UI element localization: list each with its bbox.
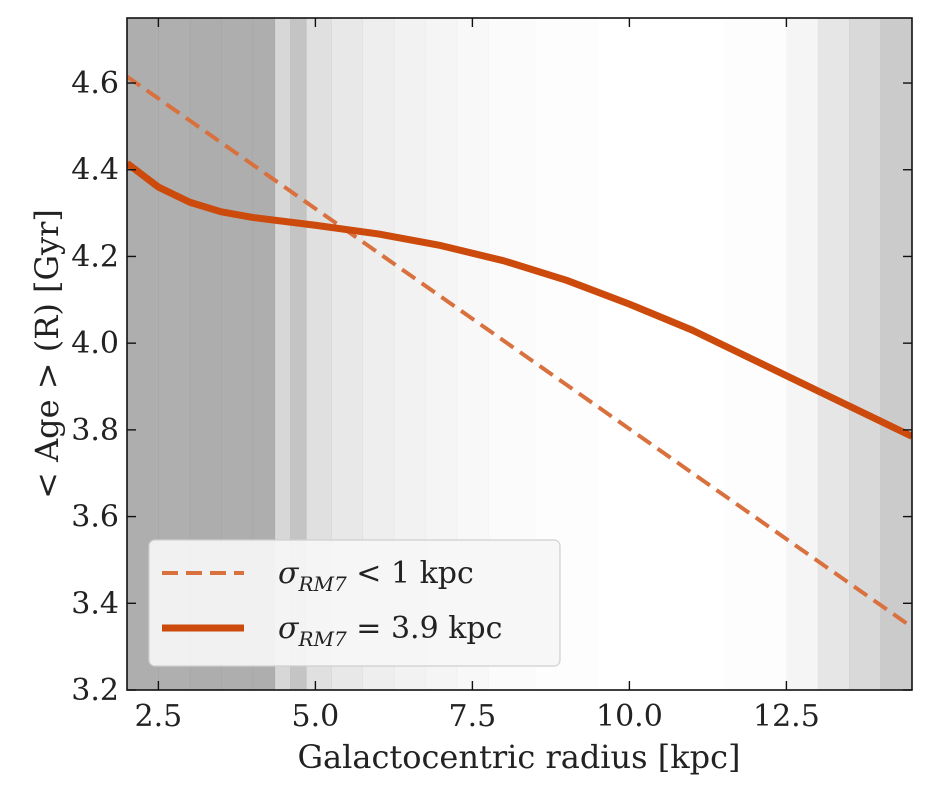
y-tick-label: 4.0 [71, 326, 119, 361]
shade-band [598, 18, 661, 690]
series-lines [127, 74, 912, 629]
shade-band [786, 18, 819, 690]
y-tick-label: 3.4 [71, 586, 119, 621]
legend-label-solid: σRM7 = 3.9 kpc [278, 611, 502, 651]
y-tick-label: 3.6 [71, 500, 119, 535]
legend-box [148, 539, 561, 667]
series-line-dashed [127, 74, 912, 629]
x-tick-label: 7.5 [449, 699, 497, 734]
y-axis: 3.2 3.4 3.6 3.8 4.0 4.2 4.4 4.6 [71, 66, 912, 708]
series-line-solid [127, 160, 912, 440]
shade-band [880, 18, 912, 690]
shade-band [252, 18, 276, 690]
plot-frame [126, 17, 913, 691]
x-tick-label: 5.0 [292, 699, 340, 734]
x-tick-label: 12.5 [753, 699, 820, 734]
x-tick-label: 10.0 [596, 699, 663, 734]
shade-band [661, 18, 724, 690]
y-tick-label: 4.2 [71, 239, 119, 274]
y-axis-label: < Age > (R) [Gyr] [28, 209, 66, 499]
shade-band [724, 18, 787, 690]
x-axis: 2.5 5.0 7.5 10.0 12.5 [135, 18, 820, 734]
legend: σRM7 < 1 kpc σRM7 = 3.9 kpc [148, 539, 561, 667]
x-tick-label: 2.5 [135, 699, 183, 734]
y-tick-label: 4.4 [71, 153, 119, 188]
shade-band [274, 18, 291, 690]
shade-band [290, 18, 307, 690]
x-axis-label: Galactocentric radius [kpc] [297, 738, 740, 776]
y-tick-label: 4.6 [71, 66, 119, 101]
y-tick-label: 3.2 [71, 673, 119, 708]
y-tick-label: 3.8 [71, 413, 119, 448]
shade-band [849, 18, 882, 690]
shade-band [817, 18, 850, 690]
legend-label-dashed: σRM7 < 1 kpc [278, 556, 474, 596]
